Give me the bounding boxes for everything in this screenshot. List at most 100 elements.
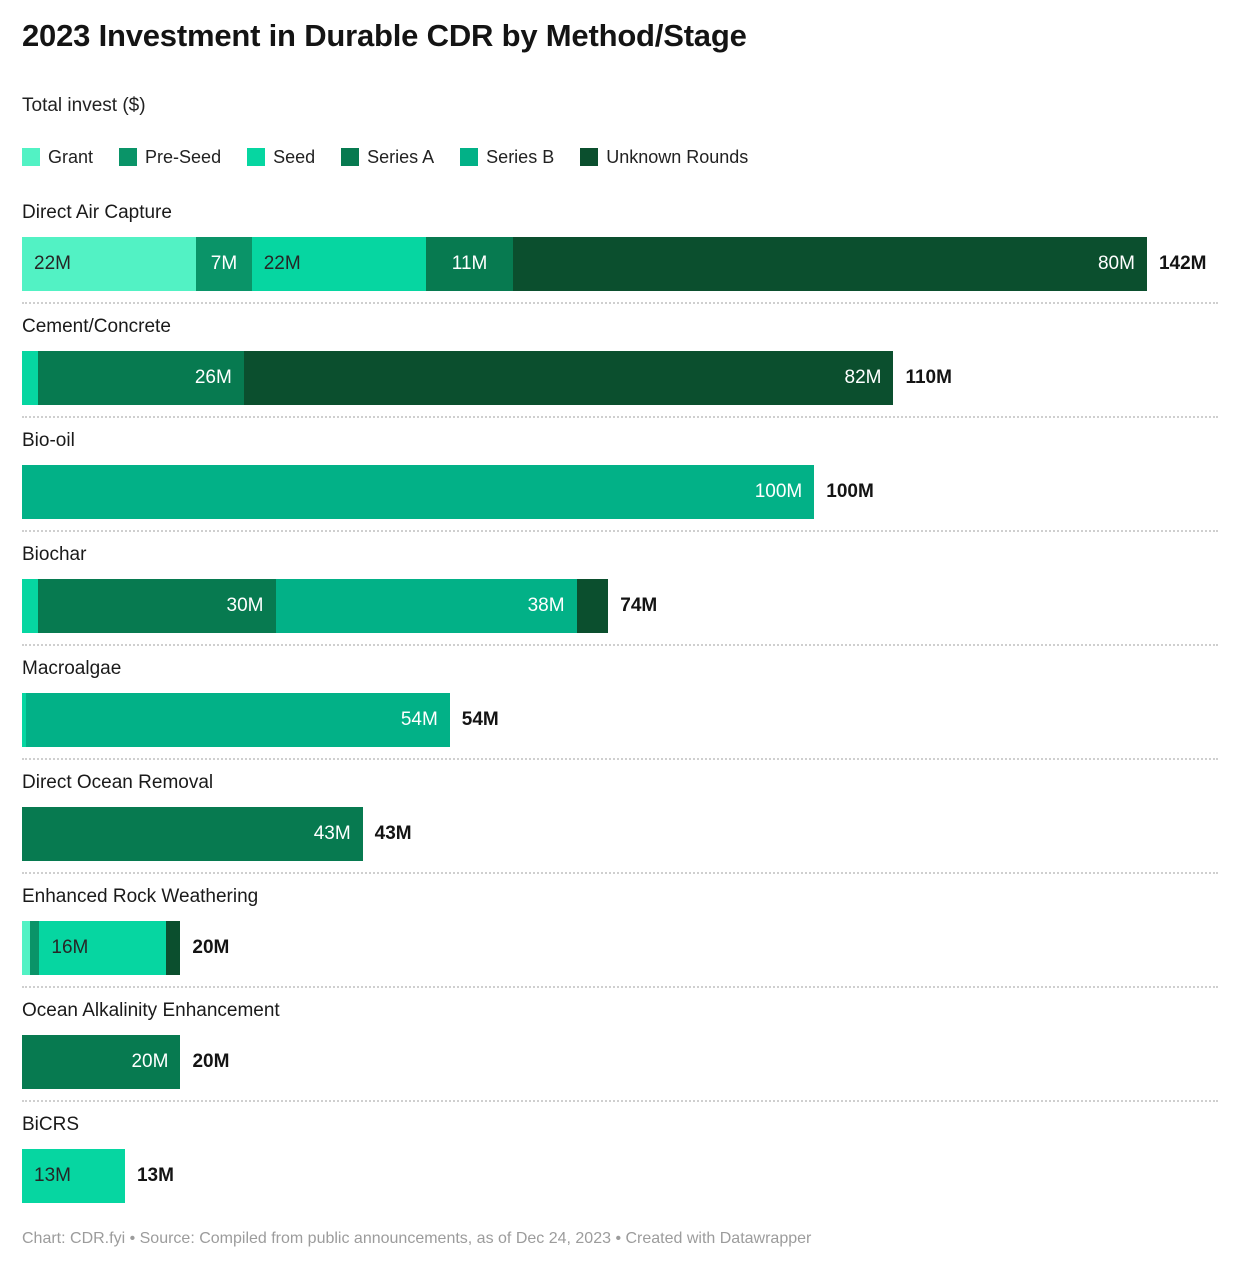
bar-row: Direct Air Capture 22M 7M 22M 11M 80M 142M [22, 201, 1218, 291]
bar-segment[interactable] [29, 921, 40, 975]
segment-value-label: 16M [51, 937, 89, 958]
bar-total-label: 43M [374, 823, 412, 844]
legend-item: Pre-Seed [119, 147, 221, 168]
bar-segment[interactable]: 43M [22, 807, 363, 861]
bar-total-label: 110M [905, 367, 952, 388]
legend-item: Unknown Rounds [580, 147, 748, 168]
bar-segment[interactable]: 11M [426, 237, 514, 291]
row-separator [22, 644, 1218, 646]
stacked-bar: 22M 7M 22M 11M 80M [22, 237, 1147, 291]
bar-line: 30M 38M 74M [22, 579, 1218, 633]
bar-segment[interactable] [22, 921, 30, 975]
category-label: Enhanced Rock Weathering [22, 886, 259, 907]
stacked-bar: 16M [22, 921, 181, 975]
legend-item: Series B [460, 147, 554, 168]
bar-segment[interactable]: 38M [275, 579, 577, 633]
bar-total-label: 54M [461, 709, 499, 730]
bar-total-label: 20M [192, 1051, 230, 1072]
category-label: Cement/Concrete [22, 316, 171, 337]
row-separator [22, 530, 1218, 532]
segment-value-label: 100M [754, 481, 803, 502]
bar-line: 16M 20M [22, 921, 1218, 975]
bar-segment[interactable]: 82M [243, 351, 894, 405]
bar-row: Enhanced Rock Weathering 16M 20M [22, 885, 1218, 975]
segment-value-label: 54M [400, 709, 438, 730]
bar-segment[interactable]: 20M [22, 1035, 181, 1089]
category-label: Macroalgae [22, 658, 122, 679]
bar-segment[interactable] [576, 579, 609, 633]
bar-segment[interactable]: 54M [25, 693, 450, 747]
bar-rows: Direct Air Capture 22M 7M 22M 11M 80M 142M Ceme… [22, 201, 1218, 1203]
bar-line: 13M 13M [22, 1149, 1218, 1203]
bar-segment[interactable]: 30M [37, 579, 276, 633]
chart-footer: Chart: CDR.fyi • Source: Compiled from p… [22, 1230, 812, 1247]
segment-value-label: 22M [34, 253, 71, 274]
segment-value-label: 82M [844, 367, 882, 388]
bar-segment[interactable]: 13M [22, 1149, 125, 1203]
segment-value-label: 80M [1097, 253, 1135, 274]
bar-line: 54M 54M [22, 693, 1218, 747]
bar-line: 43M 43M [22, 807, 1218, 861]
segment-value-label: 11M [451, 253, 488, 274]
category-label: BiCRS [22, 1114, 80, 1135]
bar-row: Macroalgae 54M 54M [22, 657, 1218, 747]
bar-row: Ocean Alkalinity Enhancement 20M 20M [22, 999, 1218, 1089]
stacked-bar: 20M [22, 1035, 181, 1089]
segment-value-label: 7M [210, 253, 238, 274]
chart-title: 2023 Investment in Durable CDR by Method… [22, 18, 747, 53]
bar-segment[interactable]: 22M [251, 237, 427, 291]
legend-item: Series A [341, 147, 434, 168]
row-separator [22, 986, 1218, 988]
bar-segment[interactable] [22, 693, 26, 747]
bar-segment[interactable] [166, 921, 181, 975]
segment-value-label: 13M [34, 1165, 71, 1186]
bar-total-label: 13M [136, 1165, 174, 1186]
bar-segment[interactable]: 7M [196, 237, 252, 291]
legend-swatch-icon [119, 148, 138, 166]
chart-container: 2023 Investment in Durable CDR by Method… [22, 18, 1218, 1247]
segment-value-label: 38M [527, 595, 565, 616]
segment-value-label: 20M [131, 1051, 169, 1072]
category-label: Direct Ocean Removal [22, 772, 214, 793]
row-separator [22, 416, 1218, 418]
bar-segment[interactable]: 80M [513, 237, 1147, 291]
bar-total-label: 142M [1158, 253, 1207, 274]
segment-value-label: 22M [263, 253, 301, 274]
bar-total-label: 74M [620, 595, 658, 616]
bar-line: 22M 7M 22M 11M 80M 142M [22, 237, 1218, 291]
legend-label: Grant [48, 146, 94, 167]
bar-total-label: 100M [826, 481, 874, 502]
bar-segment[interactable]: 26M [37, 351, 244, 405]
bar-line: 26M 82M 110M [22, 351, 1218, 405]
category-label: Direct Air Capture [22, 202, 172, 223]
bar-segment[interactable] [22, 579, 38, 633]
row-separator [22, 758, 1218, 760]
bar-segment[interactable]: 100M [22, 465, 815, 519]
bar-total-label: 20M [192, 937, 230, 958]
bar-segment[interactable]: 22M [22, 237, 197, 291]
bar-row: Bio-oil 100M 100M [22, 429, 1218, 519]
legend-swatch-icon [580, 148, 599, 166]
stacked-bar: 100M [22, 465, 815, 519]
legend-swatch-icon [247, 148, 266, 166]
category-label: Bio-oil [22, 430, 75, 451]
stacked-bar: 54M [22, 693, 450, 747]
bar-segment[interactable] [22, 351, 38, 405]
legend-item: Seed [247, 147, 315, 168]
segment-value-label: 26M [194, 367, 232, 388]
row-separator [22, 1100, 1218, 1102]
bar-line: 100M 100M [22, 465, 1218, 519]
bar-row: BiCRS 13M 13M [22, 1113, 1218, 1203]
legend-label: Series B [486, 146, 555, 167]
legend-item: Grant [22, 147, 93, 168]
row-separator [22, 872, 1218, 874]
legend-label: Unknown Rounds [606, 146, 749, 167]
bar-row: Biochar 30M 38M 74M [22, 543, 1218, 633]
segment-value-label: 43M [313, 823, 351, 844]
bar-segment[interactable]: 16M [39, 921, 167, 975]
stacked-bar: 43M [22, 807, 363, 861]
legend-label: Pre-Seed [145, 146, 222, 167]
legend-label: Seed [273, 146, 316, 167]
category-label: Ocean Alkalinity Enhancement [22, 1000, 280, 1021]
legend-swatch-icon [460, 148, 479, 166]
